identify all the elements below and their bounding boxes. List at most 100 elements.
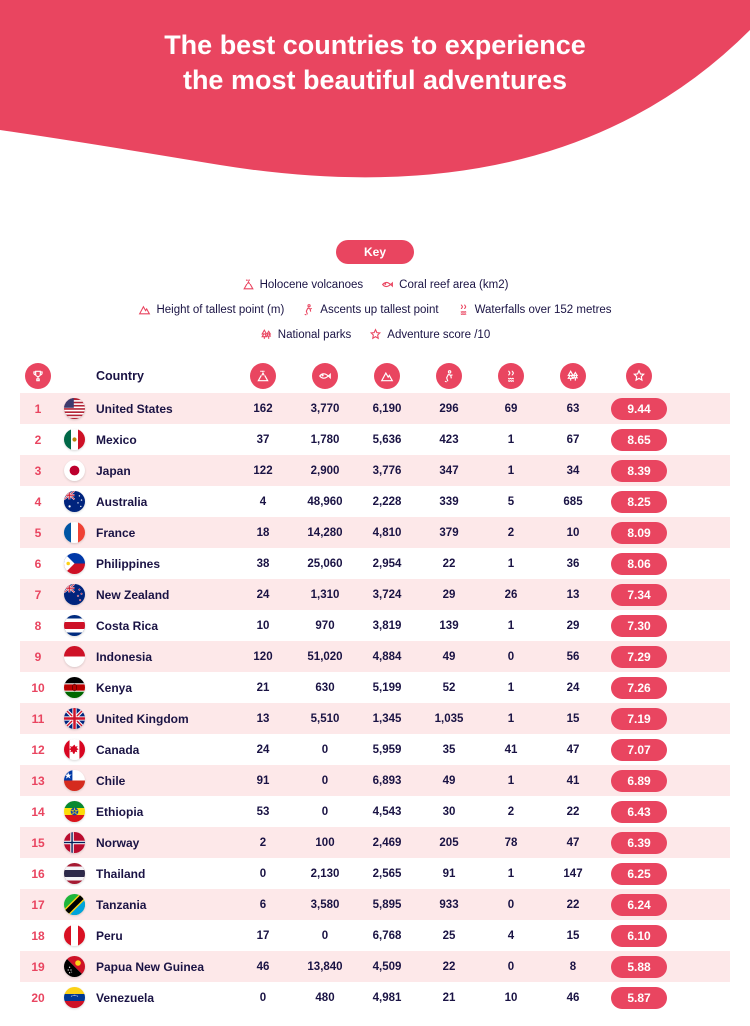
- metric-cell: 296: [418, 403, 480, 415]
- flag-icon: [64, 615, 85, 636]
- metric-cell: 8: [542, 961, 604, 973]
- metric-cell: 22: [542, 806, 604, 818]
- metric-cell: 47: [542, 837, 604, 849]
- metric-cell: 0: [294, 744, 356, 756]
- ranking-table: Country 1United States1623,7706,19029669…: [20, 359, 730, 1013]
- flag-icon: [64, 584, 85, 605]
- metric-cell: 91: [232, 775, 294, 787]
- metric-cell: 5,636: [356, 434, 418, 446]
- metric-cell: 147: [542, 868, 604, 880]
- flag-icon: [64, 894, 85, 915]
- metric-cell: 13: [542, 589, 604, 601]
- metric-cell: 36: [542, 558, 604, 570]
- title-line-1: The best countries to experience: [164, 30, 586, 60]
- metric-cell: 347: [418, 465, 480, 477]
- country-name: Ethiopia: [96, 805, 143, 819]
- score-pill: 6.43: [611, 801, 667, 823]
- flag-icon: [64, 460, 85, 481]
- table-row: 10Kenya216305,199521247.26: [20, 672, 730, 703]
- legend-label: Adventure score /10: [387, 329, 490, 341]
- score-pill: 7.30: [611, 615, 667, 637]
- metric-cell: 4,884: [356, 651, 418, 663]
- metric-cell: 52: [418, 682, 480, 694]
- flag-icon: [64, 646, 85, 667]
- table-row: 3Japan1222,9003,7763471348.39: [20, 455, 730, 486]
- metric-cell: 34: [542, 465, 604, 477]
- rank-cell: 16: [20, 867, 56, 881]
- waterfall-icon: [457, 303, 470, 316]
- score-pill: 5.87: [611, 987, 667, 1009]
- title-line-2: the most beautiful adventures: [183, 65, 567, 95]
- metric-cell: 5,895: [356, 899, 418, 911]
- table-header-row: Country: [20, 359, 730, 393]
- rank-cell: 5: [20, 526, 56, 540]
- country-name: Indonesia: [96, 650, 152, 664]
- metric-cell: 63: [542, 403, 604, 415]
- hiker-icon: [302, 303, 315, 316]
- rank-cell: 13: [20, 774, 56, 788]
- metric-cell: 4: [480, 930, 542, 942]
- metric-cell: 46: [232, 961, 294, 973]
- metric-cell: 17: [232, 930, 294, 942]
- metric-cell: 91: [418, 868, 480, 880]
- metric-cell: 24: [542, 682, 604, 694]
- metric-cell: 38: [232, 558, 294, 570]
- metric-cell: 10: [480, 992, 542, 1004]
- metric-cell: 29: [542, 620, 604, 632]
- score-pill: 7.29: [611, 646, 667, 668]
- metric-cell: 2: [480, 806, 542, 818]
- flag-icon: [64, 987, 85, 1008]
- metric-cell: 24: [232, 744, 294, 756]
- metric-cell: 0: [480, 961, 542, 973]
- metric-cell: 29: [418, 589, 480, 601]
- country-name: Tanzania: [96, 898, 146, 912]
- country-name: New Zealand: [96, 588, 169, 602]
- metric-cell: 4,981: [356, 992, 418, 1004]
- table-row: 18Peru1706,768254156.10: [20, 920, 730, 951]
- table-row: 8Costa Rica109703,8191391297.30: [20, 610, 730, 641]
- table-row: 6Philippines3825,0602,954221368.06: [20, 548, 730, 579]
- metric-cell: 120: [232, 651, 294, 663]
- rank-cell: 3: [20, 464, 56, 478]
- flag-icon: [64, 491, 85, 512]
- metric-cell: 5,959: [356, 744, 418, 756]
- metric-cell: 4,810: [356, 527, 418, 539]
- rank-cell: 4: [20, 495, 56, 509]
- rank-cell: 19: [20, 960, 56, 974]
- metric-cell: 56: [542, 651, 604, 663]
- country-name: Mexico: [96, 433, 137, 447]
- country-name: Philippines: [96, 557, 160, 571]
- metric-cell: 5,510: [294, 713, 356, 725]
- country-name: Norway: [96, 836, 139, 850]
- metric-cell: 480: [294, 992, 356, 1004]
- metric-cell: 423: [418, 434, 480, 446]
- metric-cell: 22: [418, 961, 480, 973]
- country-name: Peru: [96, 929, 123, 943]
- rank-cell: 10: [20, 681, 56, 695]
- rank-cell: 7: [20, 588, 56, 602]
- metric-cell: 933: [418, 899, 480, 911]
- metric-cell: 339: [418, 496, 480, 508]
- country-name: Costa Rica: [96, 619, 158, 633]
- metric-cell: 24: [232, 589, 294, 601]
- table-row: 1United States1623,7706,19029669639.44: [20, 393, 730, 424]
- table-row: 12Canada2405,9593541477.07: [20, 734, 730, 765]
- metric-cell: 2: [480, 527, 542, 539]
- metric-cell: 1,780: [294, 434, 356, 446]
- table-row: 13Chile9106,893491416.89: [20, 765, 730, 796]
- metric-cell: 22: [542, 899, 604, 911]
- metric-cell: 69: [480, 403, 542, 415]
- metric-cell: 10: [542, 527, 604, 539]
- metric-cell: 3,819: [356, 620, 418, 632]
- metric-cell: 49: [418, 651, 480, 663]
- metric-cell: 139: [418, 620, 480, 632]
- metric-cell: 67: [542, 434, 604, 446]
- metric-cell: 1: [480, 713, 542, 725]
- metric-cell: 0: [294, 930, 356, 942]
- metric-cell: 3,724: [356, 589, 418, 601]
- score-pill: 8.06: [611, 553, 667, 575]
- legend-item: Waterfalls over 152 metres: [457, 303, 612, 316]
- metric-cell: 0: [232, 868, 294, 880]
- table-row: 9Indonesia12051,0204,884490567.29: [20, 641, 730, 672]
- metric-cell: 53: [232, 806, 294, 818]
